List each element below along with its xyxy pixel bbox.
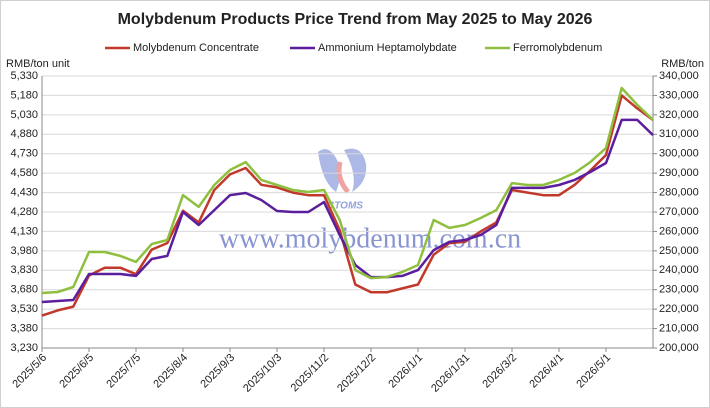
chart-title: Molybdenum Products Price Trend from May… — [118, 11, 593, 28]
series-line — [41, 94, 654, 317]
y2-tick-label: 240,000 — [659, 264, 699, 276]
y-tick-label: 3,530 — [10, 303, 38, 315]
y-tick-label: 3,830 — [10, 264, 38, 276]
y-tick-label: 4,280 — [10, 206, 38, 218]
y2-tick-label: 310,000 — [659, 128, 699, 140]
y2-tick-label: 270,000 — [659, 206, 699, 218]
y2-axis-label: RMB/ton — [661, 58, 704, 70]
y-tick-label: 4,580 — [10, 167, 38, 179]
y2-tick-label: 200,000 — [659, 342, 699, 354]
y2-tick-label: 330,000 — [659, 89, 699, 101]
y-tick-label: 5,330 — [10, 70, 38, 82]
logo — [318, 148, 367, 194]
y-tick-label: 3,680 — [10, 284, 38, 296]
series-line — [41, 118, 654, 304]
y-tick-label: 3,980 — [10, 245, 38, 257]
y2-tick-label: 300,000 — [659, 148, 699, 160]
y2-tick-label: 210,000 — [659, 322, 699, 334]
y-tick-label: 4,880 — [10, 128, 38, 140]
series-line — [41, 86, 654, 295]
y-tick-label: 3,230 — [10, 342, 38, 354]
y-tick-label: 5,180 — [10, 89, 38, 101]
y2-tick-label: 220,000 — [659, 303, 699, 315]
y2-tick-label: 230,000 — [659, 284, 699, 296]
legend-label: Ferromolybdenum — [513, 42, 602, 54]
y2-tick-label: 290,000 — [659, 167, 699, 179]
y-tick-label: 4,430 — [10, 186, 38, 198]
y2-tick-label: 320,000 — [659, 109, 699, 121]
y2-tick-label: 250,000 — [659, 245, 699, 257]
y-tick-label: 4,730 — [10, 148, 38, 160]
y2-tick-label: 340,000 — [659, 70, 699, 82]
y-axis-label: RMB/ton unit — [6, 58, 70, 70]
y-tick-label: 5,030 — [10, 109, 38, 121]
y2-tick-label: 260,000 — [659, 225, 699, 237]
logo-text: CTOMS — [327, 201, 363, 212]
y-tick-label: 3,380 — [10, 322, 38, 334]
watermark: www.molybdenum.com.cn — [219, 223, 521, 254]
y-tick-label: 4,130 — [10, 225, 38, 237]
legend-label: Molybdenum Concentrate — [133, 42, 259, 54]
y2-tick-label: 280,000 — [659, 186, 699, 198]
legend-label: Ammonium Heptamolybdate — [318, 42, 457, 54]
